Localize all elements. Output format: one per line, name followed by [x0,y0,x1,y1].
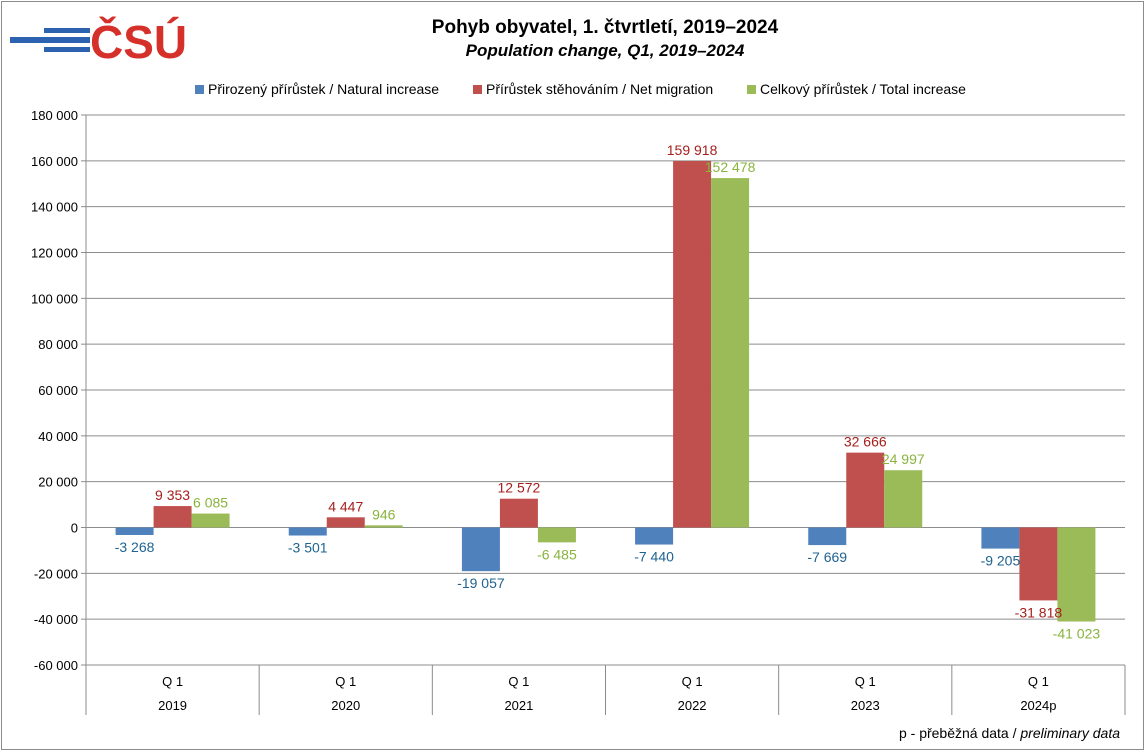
data-label-migration-2022: 159 918 [667,142,718,158]
x-year-label: 2024p [1020,698,1056,713]
legend-label-natural: Přirozený přírůstek / Natural increase [208,81,440,97]
x-year-label: 2023 [851,698,880,713]
data-label-total-2024p: -41 023 [1053,626,1101,642]
data-label-natural-2024p: -9 205 [981,553,1021,569]
bar-natural-2021 [461,527,500,572]
csu-logo: ČSÚ [8,8,188,68]
x-year-label: 2019 [158,698,187,713]
x-quarter-label: Q 1 [162,674,183,689]
bar-total-2024p [1057,527,1096,622]
footnote-cz: p - přeběžná data / [898,725,1021,741]
y-tick-label: 40 000 [38,429,78,444]
x-quarter-label: Q 1 [508,674,529,689]
x-year-label: 2022 [678,698,707,713]
y-tick-label: 60 000 [38,383,78,398]
footnote-en: preliminary data [1020,725,1120,741]
bar-natural-2023 [808,527,847,546]
y-tick-label: 140 000 [31,200,78,215]
y-tick-label: -40 000 [34,612,78,627]
data-label-natural-2021: -19 057 [457,575,505,591]
legend-swatch-natural [195,85,204,94]
legend-item-total: Celkový přírůstek / Total increase [747,81,966,97]
data-label-total-2021: -6 485 [537,546,577,562]
x-quarter-label: Q 1 [1028,674,1049,689]
legend-swatch-total [747,85,756,94]
legend-item-natural: Přirozený přírůstek / Natural increase [195,81,439,97]
legend-label-migration: Přírůstek stěhováním / Net migration [486,81,714,97]
legend-item-migration: Přírůstek stěhováním / Net migration [473,81,713,97]
bar-total-2023 [884,470,923,528]
y-tick-label: 0 [71,521,78,536]
x-quarter-label: Q 1 [335,674,356,689]
data-labels: -3 268 9 353 6 085 -3 501 4 447 946 -19 057 12 … [115,142,1101,641]
y-tick-label: -60 000 [34,658,78,673]
bar-natural-2024p [981,527,1020,549]
x-quarter-label: Q 1 [682,674,703,689]
bar-total-2022 [711,178,750,528]
bars [115,161,1096,622]
footnote: p - přeběžná data / preliminary data [899,725,1120,741]
legend-swatch-migration [473,85,482,94]
gridlines [81,114,1125,715]
bar-migration-2023 [846,452,885,528]
x-axis: Q 1 2019 Q 1 2020 Q 1 2021 Q 1 2022 Q 1 2023 Q 1 20… [85,664,1126,715]
data-label-migration-2024p: -31 818 [1015,604,1063,620]
bar-migration-2021 [499,498,538,528]
bar-migration-2024p [1019,527,1058,601]
data-label-natural-2022: -7 440 [634,549,674,565]
data-label-migration-2021: 12 572 [498,480,541,496]
legend: Přirozený přírůstek / Natural increase P… [185,81,985,101]
data-label-migration-2023: 32 666 [844,434,887,450]
data-label-natural-2023: -7 669 [807,549,847,565]
legend-label-total: Celkový přírůstek / Total increase [760,81,966,97]
bar-natural-2022 [635,527,674,545]
x-quarter-label: Q 1 [855,674,876,689]
x-year-label: 2021 [504,698,533,713]
y-tick-label: -20 000 [34,566,78,581]
data-label-migration-2019: 9 353 [155,487,190,503]
data-label-natural-2020: -3 501 [288,540,328,556]
y-axis-labels: 180 000 160 000 140 000 120 000 100 000 80 00… [31,108,78,673]
y-tick-label: 80 000 [38,337,78,352]
data-label-total-2019: 6 085 [193,495,228,511]
data-label-total-2020: 946 [372,506,396,522]
y-tick-label: 120 000 [31,246,78,261]
y-tick-label: 100 000 [31,291,78,306]
bar-natural-2020 [288,527,327,536]
bar-total-2019 [191,513,230,528]
logo-text: ČSÚ [90,16,187,68]
bar-total-2020 [364,525,403,528]
bar-migration-2019 [153,506,192,528]
data-label-total-2023: 24 997 [882,451,925,467]
data-label-total-2022: 152 478 [705,159,756,175]
bar-natural-2019 [115,527,154,535]
title-block: Pohyb obyvatel, 1. čtvrtletí, 2019–2024 … [260,16,950,62]
bar-total-2021 [537,527,576,543]
chart-title: Pohyb obyvatel, 1. čtvrtletí, 2019–2024 [431,17,779,38]
data-label-natural-2019: -3 268 [115,539,155,555]
chart-subtitle: Population change, Q1, 2019–2024 [465,41,745,60]
y-tick-label: 180 000 [31,108,78,123]
bar-migration-2020 [326,517,365,528]
data-label-migration-2020: 4 447 [328,498,363,514]
x-year-label: 2020 [331,698,360,713]
y-tick-label: 20 000 [38,475,78,490]
y-tick-label: 160 000 [31,154,78,169]
csu-logo-icon: ČSÚ [10,16,187,68]
bar-migration-2022 [673,161,712,528]
